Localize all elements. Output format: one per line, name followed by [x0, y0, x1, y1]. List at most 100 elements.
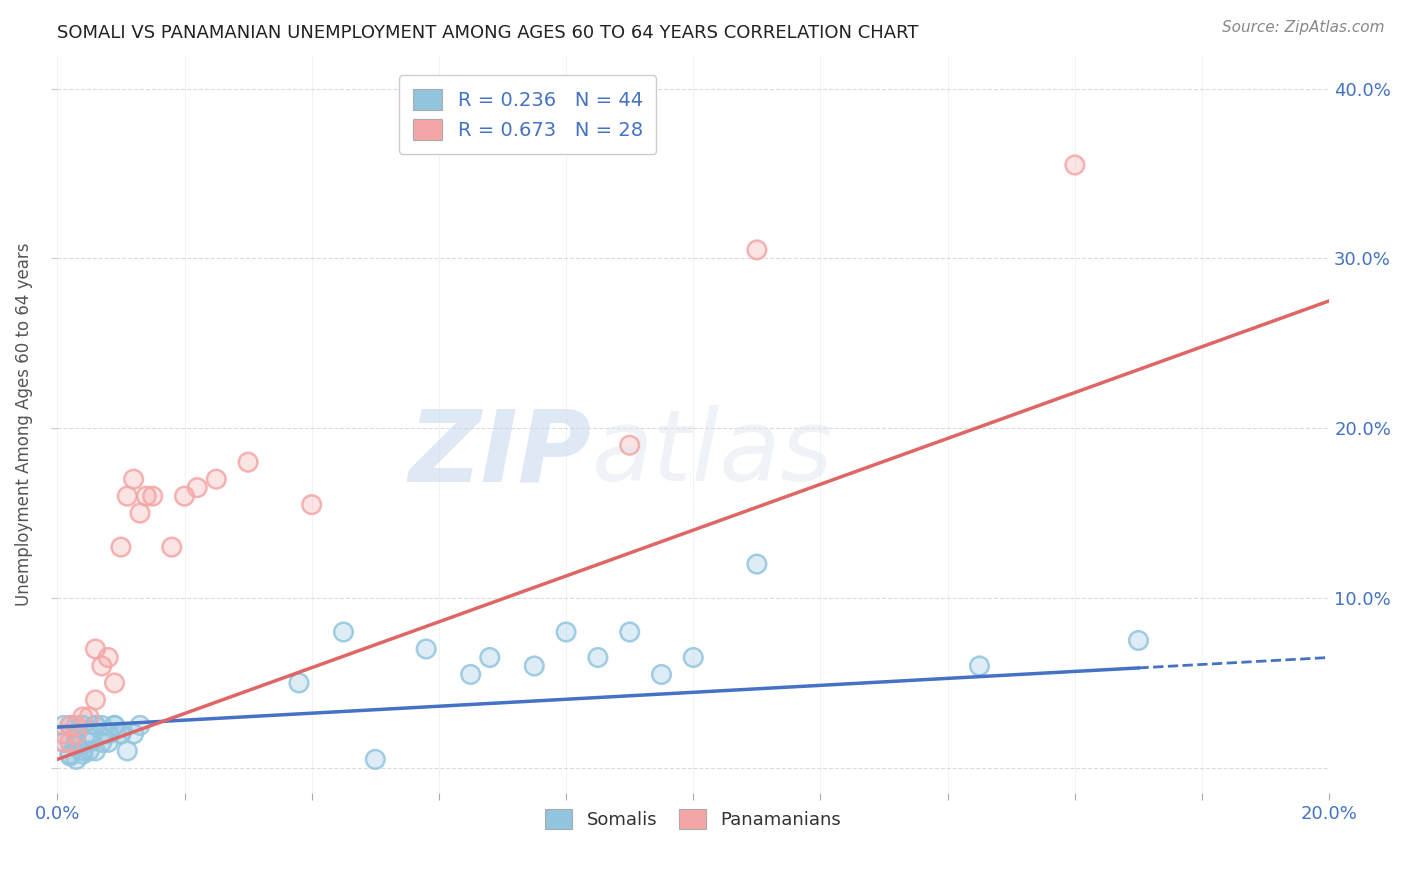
Point — [65, 718, 87, 732]
Point — [969, 659, 991, 673]
Point — [84, 744, 107, 758]
Point — [65, 718, 87, 732]
Point — [173, 489, 195, 503]
Point — [586, 650, 609, 665]
Point — [129, 506, 152, 520]
Point — [52, 727, 75, 741]
Point — [122, 472, 145, 486]
Point — [72, 747, 94, 762]
Point — [59, 747, 82, 762]
Point — [90, 718, 112, 732]
Point — [969, 659, 991, 673]
Point — [59, 735, 82, 749]
Point — [103, 676, 125, 690]
Point — [65, 727, 87, 741]
Point — [301, 498, 323, 512]
Point — [122, 472, 145, 486]
Point — [84, 642, 107, 657]
Point — [84, 744, 107, 758]
Point — [72, 710, 94, 724]
Point — [288, 676, 311, 690]
Point — [332, 625, 354, 640]
Point — [110, 540, 132, 554]
Point — [619, 625, 641, 640]
Point — [59, 749, 82, 764]
Point — [236, 455, 259, 469]
Point — [72, 744, 94, 758]
Point — [65, 727, 87, 741]
Point — [205, 472, 228, 486]
Point — [77, 735, 100, 749]
Point — [586, 650, 609, 665]
Point — [117, 744, 139, 758]
Point — [129, 506, 152, 520]
Point — [59, 749, 82, 764]
Point — [97, 650, 120, 665]
Point — [478, 650, 501, 665]
Point — [77, 744, 100, 758]
Point — [84, 693, 107, 707]
Point — [110, 727, 132, 741]
Point — [650, 667, 672, 681]
Point — [745, 557, 768, 571]
Point — [59, 718, 82, 732]
Point — [97, 735, 120, 749]
Point — [364, 752, 387, 766]
Point — [135, 489, 157, 503]
Point — [90, 659, 112, 673]
Point — [205, 472, 228, 486]
Point — [1128, 633, 1150, 648]
Point — [523, 659, 546, 673]
Point — [59, 735, 82, 749]
Point — [52, 718, 75, 732]
Point — [332, 625, 354, 640]
Point — [52, 735, 75, 749]
Point — [84, 718, 107, 732]
Point — [236, 455, 259, 469]
Point — [84, 642, 107, 657]
Point — [59, 718, 82, 732]
Point — [77, 735, 100, 749]
Point — [1063, 158, 1085, 172]
Point — [59, 718, 82, 732]
Point — [77, 710, 100, 724]
Point — [1063, 158, 1085, 172]
Point — [1128, 633, 1150, 648]
Point — [745, 557, 768, 571]
Point — [288, 676, 311, 690]
Point — [103, 718, 125, 732]
Point — [117, 489, 139, 503]
Point — [110, 540, 132, 554]
Point — [72, 718, 94, 732]
Point — [65, 735, 87, 749]
Point — [460, 667, 482, 681]
Point — [103, 718, 125, 732]
Point — [129, 718, 152, 732]
Point — [103, 676, 125, 690]
Point — [122, 727, 145, 741]
Point — [301, 498, 323, 512]
Point — [97, 735, 120, 749]
Point — [460, 667, 482, 681]
Point — [117, 489, 139, 503]
Point — [72, 718, 94, 732]
Point — [555, 625, 578, 640]
Point — [52, 735, 75, 749]
Point — [84, 718, 107, 732]
Point — [142, 489, 165, 503]
Point — [650, 667, 672, 681]
Point — [555, 625, 578, 640]
Point — [364, 752, 387, 766]
Point — [186, 481, 208, 495]
Text: atlas: atlas — [592, 405, 834, 502]
Point — [97, 727, 120, 741]
Point — [97, 650, 120, 665]
Text: SOMALI VS PANAMANIAN UNEMPLOYMENT AMONG AGES 60 TO 64 YEARS CORRELATION CHART: SOMALI VS PANAMANIAN UNEMPLOYMENT AMONG … — [58, 24, 918, 42]
Point — [97, 727, 120, 741]
Text: ZIP: ZIP — [409, 405, 592, 502]
Point — [619, 438, 641, 452]
Text: Source: ZipAtlas.com: Source: ZipAtlas.com — [1222, 20, 1385, 35]
Y-axis label: Unemployment Among Ages 60 to 64 years: Unemployment Among Ages 60 to 64 years — [15, 243, 32, 606]
Point — [415, 642, 437, 657]
Point — [77, 710, 100, 724]
